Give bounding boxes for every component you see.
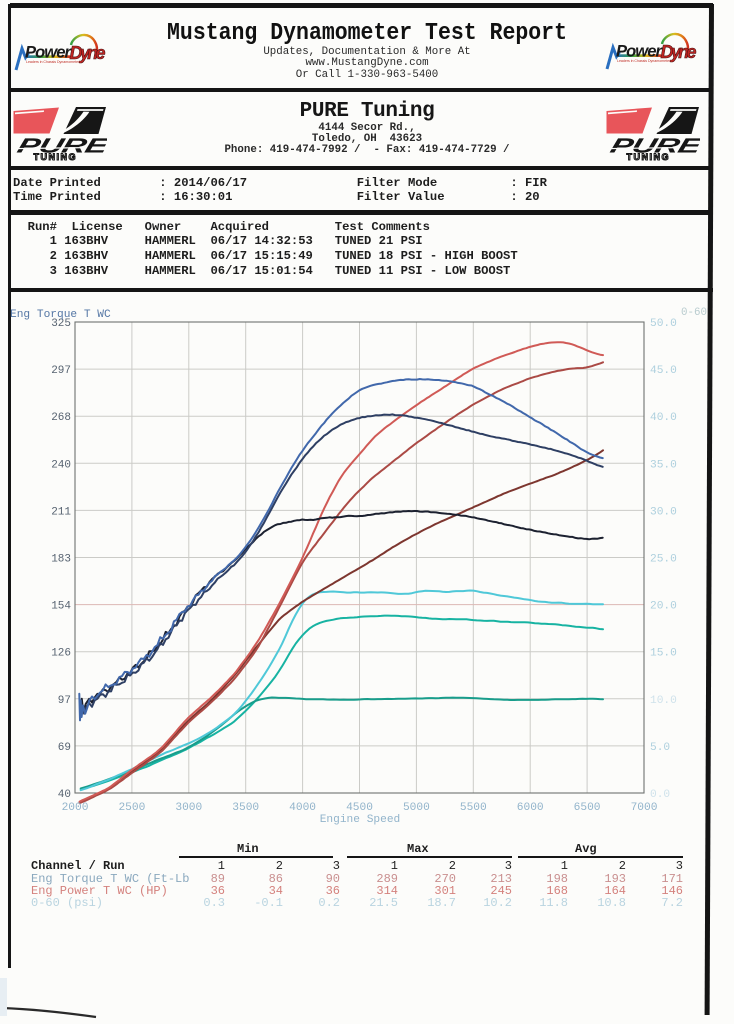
svg-text:Dyne: Dyne bbox=[70, 43, 106, 63]
svg-text:0.0: 0.0 bbox=[650, 789, 670, 801]
svg-text:35.0: 35.0 bbox=[650, 459, 677, 471]
svg-text:154: 154 bbox=[51, 601, 71, 613]
svg-text:2000: 2000 bbox=[62, 802, 89, 814]
svg-text:TUNING: TUNING bbox=[34, 152, 78, 162]
svg-text:10.0: 10.0 bbox=[650, 695, 677, 707]
svg-text:4500: 4500 bbox=[346, 802, 373, 814]
svg-text:PURE: PURE bbox=[608, 134, 700, 157]
svg-text:3000: 3000 bbox=[175, 802, 202, 814]
svg-text:240: 240 bbox=[51, 459, 71, 471]
svg-text:Leaders in Chassis Dynamometer: Leaders in Chassis Dynamometers bbox=[617, 59, 672, 63]
svg-text:126: 126 bbox=[51, 648, 71, 660]
svg-text:25.0: 25.0 bbox=[650, 554, 677, 566]
svg-text:TUNING: TUNING bbox=[627, 151, 671, 161]
svg-text:Engine Speed: Engine Speed bbox=[320, 814, 401, 826]
svg-text:69: 69 bbox=[58, 742, 71, 754]
svg-text:Eng Torque T WC: Eng Torque T WC bbox=[10, 309, 111, 321]
svg-text:50.0: 50.0 bbox=[650, 318, 677, 330]
svg-text:PURE: PURE bbox=[15, 134, 107, 157]
svg-text:5.0: 5.0 bbox=[650, 742, 670, 754]
svg-text:6000: 6000 bbox=[517, 802, 544, 814]
svg-text:15.0: 15.0 bbox=[650, 648, 677, 660]
svg-text:40: 40 bbox=[58, 789, 71, 801]
svg-text:6500: 6500 bbox=[574, 802, 601, 814]
svg-text:211: 211 bbox=[51, 506, 71, 518]
svg-text:Power: Power bbox=[25, 43, 73, 62]
svg-text:268: 268 bbox=[51, 412, 71, 424]
svg-text:45.0: 45.0 bbox=[650, 365, 677, 377]
svg-text:5500: 5500 bbox=[460, 802, 487, 814]
svg-text:40.0: 40.0 bbox=[650, 412, 677, 424]
svg-text:Dyne: Dyne bbox=[661, 42, 697, 62]
svg-text:7000: 7000 bbox=[631, 802, 658, 814]
svg-text:183: 183 bbox=[51, 554, 71, 566]
svg-text:3500: 3500 bbox=[232, 802, 259, 814]
svg-text:4000: 4000 bbox=[289, 802, 316, 814]
svg-text:5000: 5000 bbox=[403, 802, 430, 814]
svg-text:20.0: 20.0 bbox=[650, 601, 677, 613]
svg-text:30.0: 30.0 bbox=[650, 506, 677, 518]
svg-text:0-60: 0-60 bbox=[681, 307, 707, 319]
svg-text:325: 325 bbox=[51, 318, 71, 330]
svg-text:Leaders in Chassis Dynamometer: Leaders in Chassis Dynamometers bbox=[26, 60, 81, 64]
svg-text:2500: 2500 bbox=[118, 802, 145, 814]
svg-text:97: 97 bbox=[58, 695, 71, 707]
svg-text:Power: Power bbox=[616, 42, 664, 61]
svg-text:297: 297 bbox=[51, 365, 71, 377]
